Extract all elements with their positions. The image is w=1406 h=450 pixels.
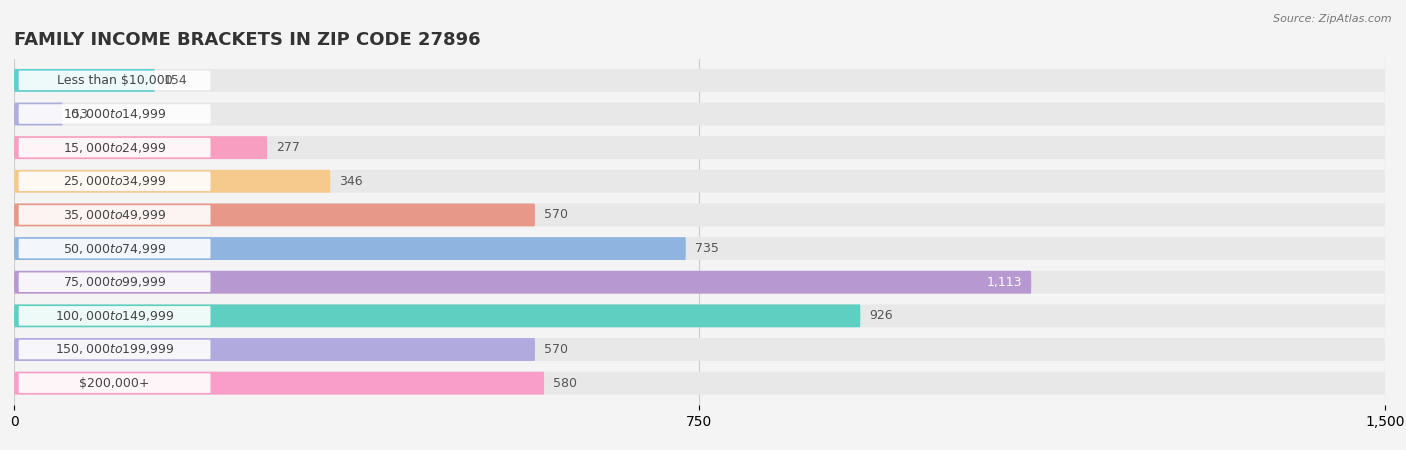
FancyBboxPatch shape	[14, 372, 1385, 395]
FancyBboxPatch shape	[14, 69, 155, 92]
Text: 570: 570	[544, 208, 568, 221]
FancyBboxPatch shape	[18, 171, 211, 191]
Text: 346: 346	[339, 175, 363, 188]
FancyBboxPatch shape	[18, 71, 211, 90]
Text: Less than $10,000: Less than $10,000	[56, 74, 173, 87]
FancyBboxPatch shape	[14, 69, 1385, 92]
FancyBboxPatch shape	[18, 104, 211, 124]
Text: $100,000 to $149,999: $100,000 to $149,999	[55, 309, 174, 323]
FancyBboxPatch shape	[14, 170, 330, 193]
Text: 154: 154	[165, 74, 187, 87]
FancyBboxPatch shape	[14, 271, 1385, 294]
FancyBboxPatch shape	[14, 372, 544, 395]
FancyBboxPatch shape	[14, 338, 1385, 361]
Text: $15,000 to $24,999: $15,000 to $24,999	[63, 141, 166, 155]
FancyBboxPatch shape	[14, 103, 1385, 126]
Text: Source: ZipAtlas.com: Source: ZipAtlas.com	[1274, 14, 1392, 23]
Text: $25,000 to $34,999: $25,000 to $34,999	[63, 174, 166, 188]
FancyBboxPatch shape	[14, 304, 1385, 327]
Text: $150,000 to $199,999: $150,000 to $199,999	[55, 342, 174, 356]
FancyBboxPatch shape	[18, 272, 211, 292]
FancyBboxPatch shape	[14, 237, 1385, 260]
FancyBboxPatch shape	[14, 304, 860, 327]
Text: $200,000+: $200,000+	[79, 377, 150, 390]
Text: 53: 53	[72, 108, 87, 121]
FancyBboxPatch shape	[18, 205, 211, 225]
Text: $10,000 to $14,999: $10,000 to $14,999	[63, 107, 166, 121]
FancyBboxPatch shape	[18, 239, 211, 258]
FancyBboxPatch shape	[14, 237, 686, 260]
FancyBboxPatch shape	[18, 374, 211, 393]
FancyBboxPatch shape	[18, 306, 211, 326]
Text: 277: 277	[277, 141, 301, 154]
FancyBboxPatch shape	[14, 203, 534, 226]
FancyBboxPatch shape	[18, 138, 211, 157]
Text: 1,113: 1,113	[987, 276, 1022, 289]
Text: 735: 735	[695, 242, 718, 255]
Text: 570: 570	[544, 343, 568, 356]
FancyBboxPatch shape	[14, 203, 1385, 226]
FancyBboxPatch shape	[14, 338, 534, 361]
Text: 926: 926	[869, 309, 893, 322]
Text: $50,000 to $74,999: $50,000 to $74,999	[63, 242, 166, 256]
Text: 580: 580	[554, 377, 578, 390]
Text: $75,000 to $99,999: $75,000 to $99,999	[63, 275, 166, 289]
FancyBboxPatch shape	[14, 136, 1385, 159]
Text: FAMILY INCOME BRACKETS IN ZIP CODE 27896: FAMILY INCOME BRACKETS IN ZIP CODE 27896	[14, 31, 481, 49]
FancyBboxPatch shape	[14, 170, 1385, 193]
FancyBboxPatch shape	[14, 271, 1031, 294]
FancyBboxPatch shape	[14, 136, 267, 159]
Text: $35,000 to $49,999: $35,000 to $49,999	[63, 208, 166, 222]
FancyBboxPatch shape	[14, 103, 62, 126]
FancyBboxPatch shape	[18, 340, 211, 359]
